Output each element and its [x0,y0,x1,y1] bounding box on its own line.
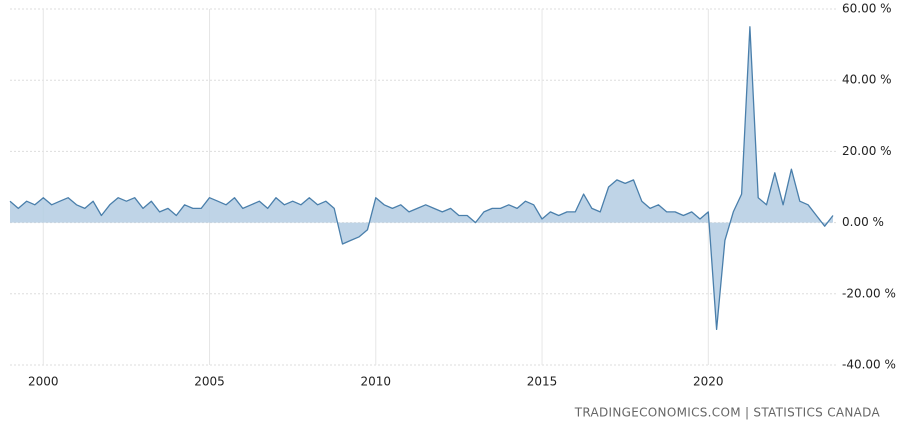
y-tick-label: -40.00 % [842,358,896,372]
x-tick-label: 2015 [527,375,558,389]
y-tick-label: 60.00 % [842,2,892,16]
y-tick-label: 0.00 % [842,215,884,229]
area-fill [10,26,833,330]
x-tick-label: 2010 [361,375,392,389]
y-tick-label: 20.00 % [842,144,892,158]
area-line [9,26,834,331]
y-tick-label: 40.00 % [842,73,892,87]
x-tick-label: 2000 [28,375,59,389]
source: TRADINGECONOMICS.COM | STATISTICS CANADA [574,406,881,420]
y-tick-label: -20.00 % [842,286,896,300]
x-tick-label: 2005 [194,375,225,389]
x-tick-label: 2020 [693,375,724,389]
